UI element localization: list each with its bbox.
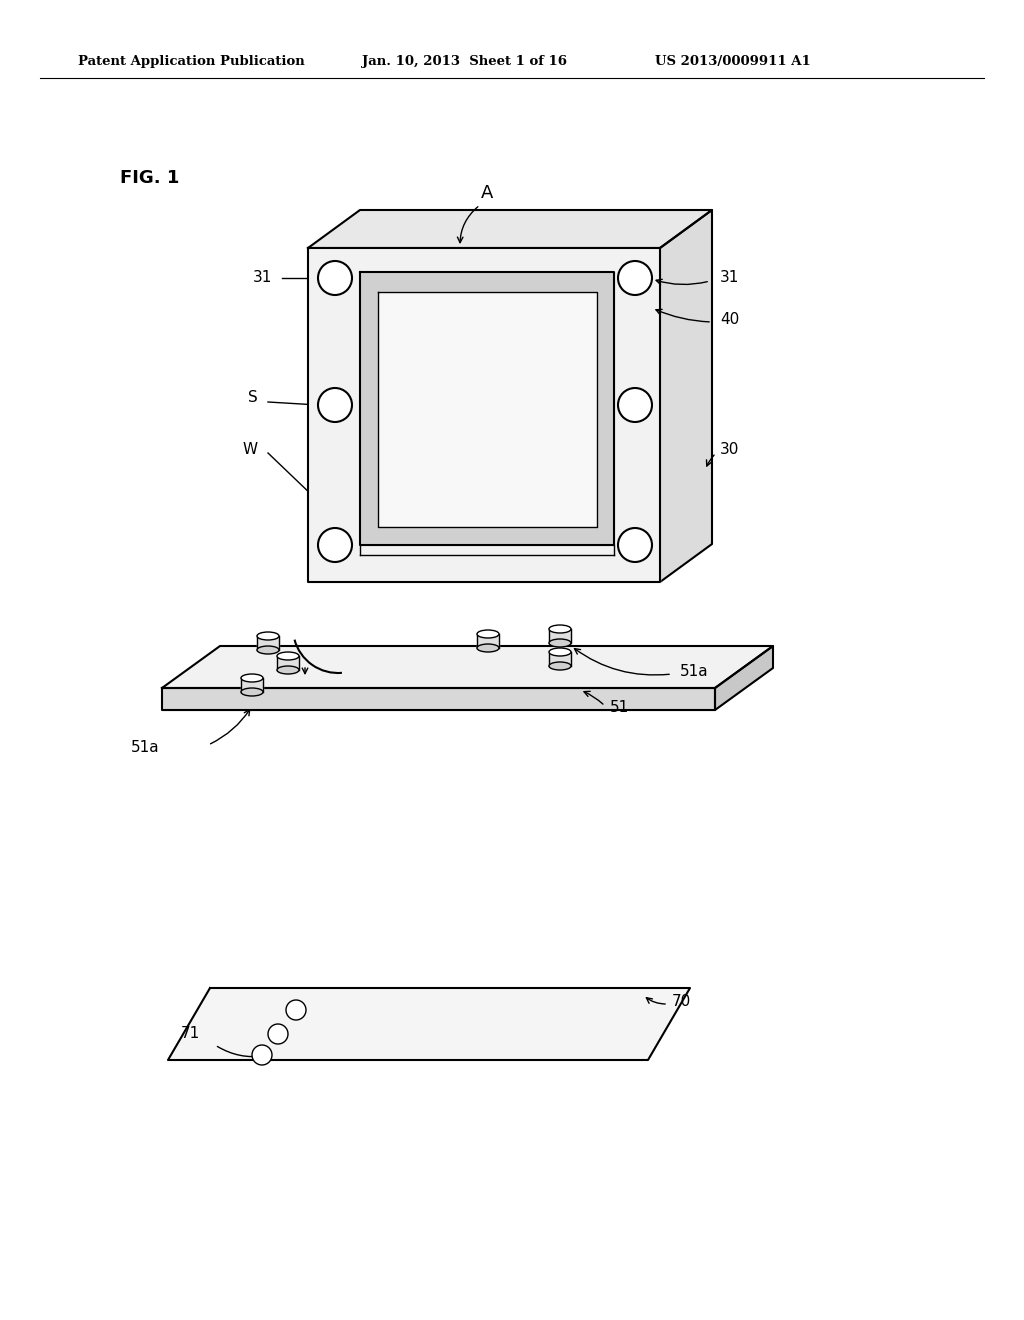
Text: FIG. 1: FIG. 1 [120,169,179,187]
Polygon shape [168,987,690,1060]
Polygon shape [241,678,263,692]
Ellipse shape [477,644,499,652]
Ellipse shape [549,624,571,634]
Ellipse shape [549,663,571,671]
Text: S: S [248,391,258,405]
Polygon shape [308,210,712,248]
Ellipse shape [549,648,571,656]
Circle shape [318,388,352,422]
Polygon shape [162,688,715,710]
Text: 31: 31 [253,271,272,285]
Circle shape [286,1001,306,1020]
Ellipse shape [241,688,263,696]
Ellipse shape [241,675,263,682]
Ellipse shape [257,632,279,640]
Ellipse shape [477,630,499,638]
Polygon shape [715,645,773,710]
Polygon shape [378,292,597,527]
Polygon shape [549,652,571,667]
Polygon shape [360,272,614,545]
Ellipse shape [278,652,299,660]
Text: W: W [243,442,258,458]
Circle shape [268,1024,288,1044]
Ellipse shape [549,639,571,647]
Circle shape [252,1045,272,1065]
Polygon shape [660,210,712,582]
Polygon shape [278,656,299,671]
Circle shape [618,261,652,294]
Ellipse shape [257,645,279,653]
Text: 71: 71 [181,1027,200,1041]
Ellipse shape [278,667,299,675]
Circle shape [318,261,352,294]
Text: 51: 51 [610,701,630,715]
Text: 40: 40 [720,313,739,327]
Text: 51a: 51a [131,741,160,755]
Text: A: A [481,183,494,202]
Text: Patent Application Publication: Patent Application Publication [78,55,305,69]
Circle shape [618,528,652,562]
Text: 51a: 51a [680,664,709,680]
Text: US 2013/0009911 A1: US 2013/0009911 A1 [655,55,811,69]
Polygon shape [549,630,571,643]
Text: 30: 30 [720,442,739,458]
Text: Jan. 10, 2013  Sheet 1 of 16: Jan. 10, 2013 Sheet 1 of 16 [362,55,567,69]
Circle shape [618,388,652,422]
Polygon shape [308,248,660,582]
Circle shape [318,528,352,562]
Polygon shape [477,634,499,648]
Polygon shape [257,636,279,649]
Polygon shape [162,645,773,688]
Text: 70: 70 [672,994,691,1010]
Text: 31: 31 [720,271,739,285]
